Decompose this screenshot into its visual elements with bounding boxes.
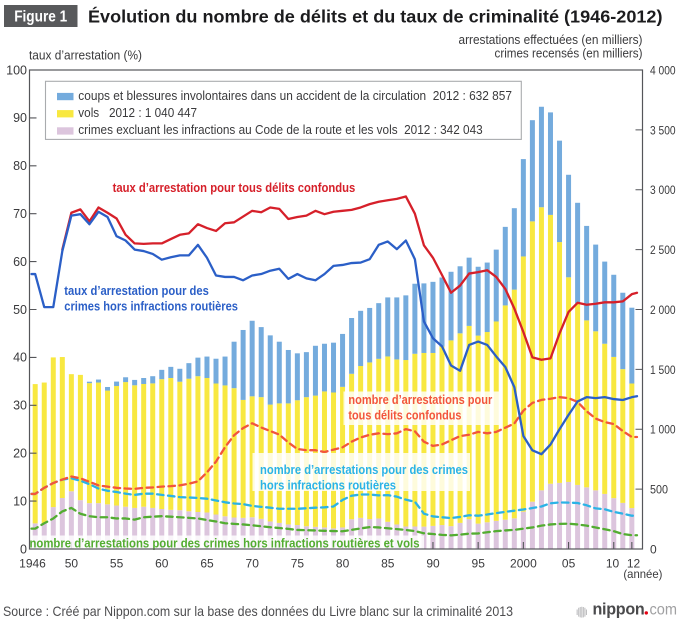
svg-text:crimes excluant les infraction: crimes excluant les infractions au Code … xyxy=(78,122,482,137)
svg-text:90: 90 xyxy=(426,556,440,570)
svg-text:nippon: nippon xyxy=(593,600,645,619)
svg-text:2000: 2000 xyxy=(510,556,537,570)
svg-text:2 000: 2 000 xyxy=(650,303,676,317)
svg-text:taux d’arrestation pour des: taux d’arrestation pour des xyxy=(64,284,209,298)
svg-text:85: 85 xyxy=(381,556,395,570)
svg-text:50: 50 xyxy=(13,303,27,317)
svg-text:75: 75 xyxy=(291,556,305,570)
svg-text:70: 70 xyxy=(246,556,260,570)
svg-text:90: 90 xyxy=(13,111,27,125)
svg-text:0: 0 xyxy=(20,542,27,556)
svg-text:12: 12 xyxy=(627,556,641,570)
svg-text:95: 95 xyxy=(472,556,486,570)
svg-text:80: 80 xyxy=(336,556,350,570)
svg-text:3 500: 3 500 xyxy=(650,123,676,137)
svg-text:nombre d’arrestations pour des: nombre d’arrestations pour des crimes xyxy=(260,463,468,477)
svg-text:70: 70 xyxy=(13,207,27,221)
svg-text:nombre d’arrestations pour: nombre d’arrestations pour xyxy=(348,393,492,407)
svg-text:60: 60 xyxy=(155,556,169,570)
svg-text:crimes hors infractions routiè: crimes hors infractions routières xyxy=(64,300,238,314)
svg-text:Figure 1: Figure 1 xyxy=(14,9,67,26)
svg-text:tous délits confondus: tous délits confondus xyxy=(348,409,461,423)
svg-text:crimes recensés (en milliers): crimes recensés (en milliers) xyxy=(495,45,643,60)
svg-text:4 000: 4 000 xyxy=(650,63,676,77)
svg-text:55: 55 xyxy=(110,556,124,570)
svg-text:arrestations effectuées (en mi: arrestations effectuées (en milliers) xyxy=(459,32,643,47)
svg-text:hors infractions routières: hors infractions routières xyxy=(260,479,396,493)
svg-text:100: 100 xyxy=(6,63,27,77)
svg-text:1 500: 1 500 xyxy=(650,363,676,377)
svg-text:20: 20 xyxy=(13,447,27,461)
svg-text:500: 500 xyxy=(650,483,668,497)
svg-text:vols 2012 : 1 040 447: vols 2012 : 1 040 447 xyxy=(78,105,197,120)
svg-text:10: 10 xyxy=(606,556,620,570)
svg-text:taux d’arrestation (%): taux d’arrestation (%) xyxy=(29,48,142,63)
svg-text:2 500: 2 500 xyxy=(650,243,676,257)
svg-text:1946: 1946 xyxy=(19,556,46,570)
svg-text:3 000: 3 000 xyxy=(650,183,676,197)
svg-text:05: 05 xyxy=(562,556,576,570)
svg-text:10: 10 xyxy=(13,494,27,508)
svg-text:Source : Créé par Nippon.com s: Source : Créé par Nippon.com sur la base… xyxy=(3,604,513,619)
svg-text:80: 80 xyxy=(13,159,27,173)
svg-text:60: 60 xyxy=(13,255,27,269)
svg-text:50: 50 xyxy=(65,556,79,570)
svg-text:1 000: 1 000 xyxy=(650,423,676,437)
svg-text:0: 0 xyxy=(650,542,657,556)
svg-text:nombre d’arrestations pour des: nombre d’arrestations pour des crimes ho… xyxy=(30,537,420,551)
svg-text:Évolution du nombre de délits: Évolution du nombre de délits et du taux… xyxy=(88,5,663,26)
svg-text:40: 40 xyxy=(13,351,27,365)
svg-text:30: 30 xyxy=(13,399,27,413)
svg-text:coups et blessures involontair: coups et blessures involontaires dans un… xyxy=(78,88,512,103)
svg-text:(année): (année) xyxy=(623,567,662,581)
svg-text:taux d’arrestation pour tous d: taux d’arrestation pour tous délits conf… xyxy=(113,181,356,195)
svg-text:com: com xyxy=(650,602,678,619)
svg-text:65: 65 xyxy=(200,556,214,570)
